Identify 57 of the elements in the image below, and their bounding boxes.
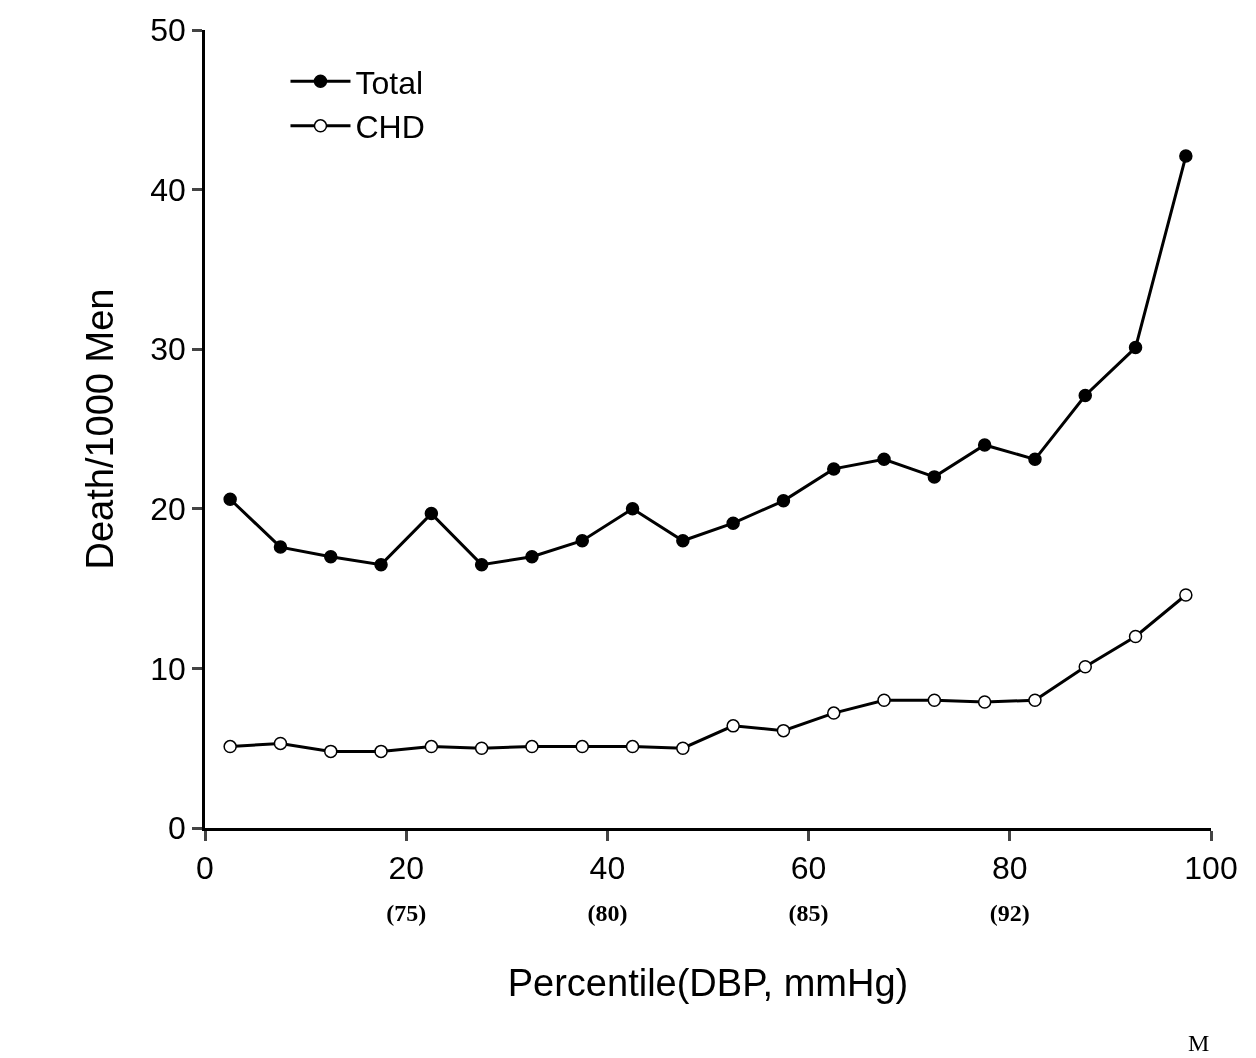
point <box>324 549 338 564</box>
x-tick-label: 40 (80) <box>587 850 628 926</box>
point <box>1179 588 1193 602</box>
point <box>474 741 489 755</box>
point <box>324 744 338 759</box>
point <box>977 438 992 452</box>
x-tick-label: 0 <box>196 850 214 887</box>
point <box>525 549 539 564</box>
y-axis-title: Death/1000 Men <box>79 288 122 570</box>
point <box>1128 629 1143 644</box>
point <box>1078 388 1092 403</box>
point <box>625 739 640 754</box>
point <box>374 557 388 572</box>
y-tick-label: 30 <box>150 331 186 368</box>
point <box>726 719 740 733</box>
y-tick-label: 0 <box>168 810 186 847</box>
point <box>977 695 992 709</box>
point <box>374 744 388 759</box>
point <box>273 540 288 554</box>
point <box>776 494 791 508</box>
point <box>1028 693 1042 708</box>
y-tick-label: 10 <box>150 650 186 687</box>
point <box>1078 660 1092 674</box>
x-tick-label: 100 <box>1184 850 1238 887</box>
point <box>776 723 791 738</box>
point <box>474 557 489 572</box>
point <box>223 492 237 506</box>
text: M <box>1188 1030 1210 1056</box>
point <box>424 506 439 521</box>
point <box>877 452 891 467</box>
x-tick-label: 80 (92) <box>989 850 1030 926</box>
point <box>726 516 740 530</box>
y-tick-label: 20 <box>150 491 186 527</box>
point <box>927 693 942 708</box>
legend-label: CHD <box>355 109 425 146</box>
point <box>827 462 841 476</box>
point <box>575 739 589 754</box>
point <box>575 533 589 548</box>
point <box>676 533 690 548</box>
point <box>1028 452 1042 467</box>
point <box>676 741 690 755</box>
legend-label: Total <box>355 64 424 101</box>
point <box>877 693 891 708</box>
y-tick-label: 40 <box>150 171 186 208</box>
point <box>1179 149 1193 163</box>
point <box>223 739 237 754</box>
point <box>625 502 640 516</box>
point <box>273 736 288 751</box>
x-tick-label: 20 (75) <box>386 850 427 926</box>
y-tick-label: 50 <box>150 12 186 49</box>
point <box>827 706 841 720</box>
x-tick-label: 60 (85) <box>788 850 829 926</box>
x-axis-title: Percentile(DBP, mmHg) <box>507 961 909 1004</box>
point <box>1128 340 1143 355</box>
point <box>424 739 439 754</box>
point <box>927 470 942 484</box>
point <box>525 739 539 754</box>
